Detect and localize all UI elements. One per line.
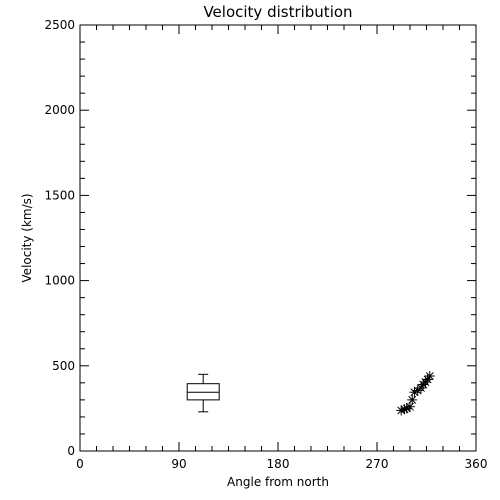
x-tick-label: 0 bbox=[76, 457, 84, 471]
data-point bbox=[407, 394, 418, 405]
data-point bbox=[405, 401, 415, 412]
plot-area: 0 90 180 270 360 0 500 1000 1500 2000 2500 bbox=[44, 18, 487, 471]
plot-frame bbox=[79, 24, 477, 452]
x-axis-label: Angle from north bbox=[227, 475, 329, 489]
x-tick-label: 360 bbox=[465, 457, 488, 471]
x-tick-label: 270 bbox=[366, 457, 389, 471]
y-tick-label: 0 bbox=[67, 444, 75, 458]
chart-title: Velocity distribution bbox=[203, 3, 352, 21]
y-tick-label: 500 bbox=[52, 359, 75, 373]
y-tick-label: 2500 bbox=[44, 18, 75, 32]
y-axis-label: Velocity (km/s) bbox=[20, 193, 34, 282]
x-tick-label: 90 bbox=[171, 457, 186, 471]
data-point bbox=[424, 371, 435, 382]
x-tick-label: 180 bbox=[267, 457, 290, 471]
y-tick-label: 2000 bbox=[44, 103, 75, 117]
y-tick-label: 1500 bbox=[44, 188, 75, 202]
y-tick-label: 1000 bbox=[44, 274, 75, 288]
